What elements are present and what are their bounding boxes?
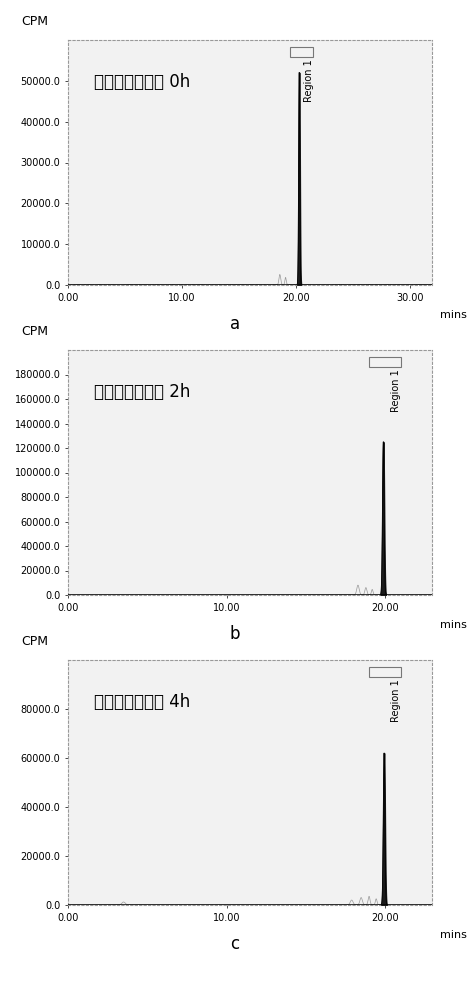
- Bar: [290, 47, 313, 57]
- Text: a: a: [230, 315, 240, 333]
- Text: mins: mins: [440, 619, 467, 630]
- Text: 生理盐水，室温 4h: 生理盐水，室温 4h: [94, 693, 190, 711]
- Text: CPM: CPM: [21, 15, 48, 28]
- Text: Region 1: Region 1: [391, 680, 401, 722]
- Text: CPM: CPM: [21, 325, 48, 338]
- Text: mins: mins: [440, 310, 467, 320]
- Bar: [369, 667, 401, 677]
- Text: b: b: [230, 625, 240, 643]
- Text: Region 1: Region 1: [305, 60, 314, 102]
- Bar: [369, 357, 401, 367]
- Text: 生理盐水，室温 0h: 生理盐水，室温 0h: [94, 73, 190, 91]
- Text: 生理盐水，室温 2h: 生理盐水，室温 2h: [94, 383, 190, 401]
- Text: c: c: [230, 935, 240, 953]
- Text: mins: mins: [440, 930, 467, 940]
- Text: Region 1: Region 1: [391, 370, 401, 412]
- Text: CPM: CPM: [21, 635, 48, 648]
